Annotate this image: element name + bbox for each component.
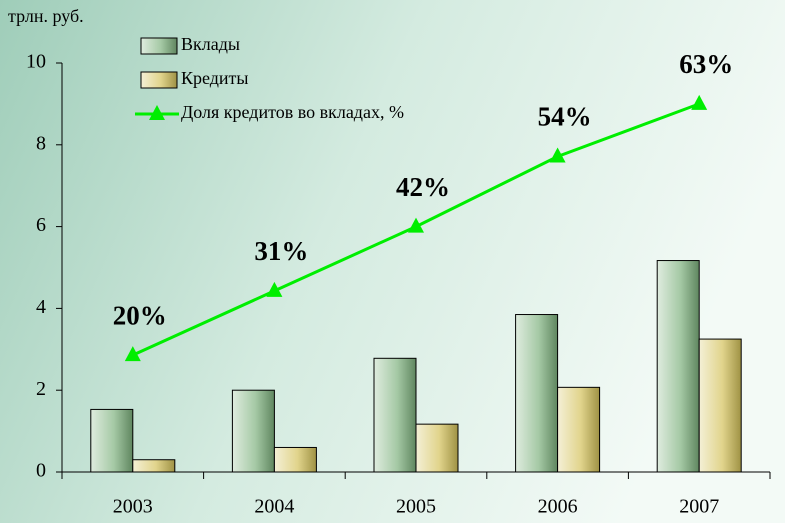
legend-swatch — [140, 37, 178, 55]
y-tick-label: 10 — [26, 51, 46, 73]
bar — [698, 338, 742, 473]
bar — [656, 260, 700, 473]
marker — [124, 346, 141, 362]
y-tick-label: 2 — [36, 378, 46, 400]
legend-label: Вклады — [181, 34, 240, 54]
data-label: 20% — [113, 300, 167, 330]
y-axis-label: трлн. руб. — [8, 6, 84, 26]
legend-label: Доля кредитов во вкладах, % — [181, 102, 404, 122]
marker — [549, 147, 566, 163]
legend-label: Кредиты — [181, 68, 249, 88]
bar — [132, 459, 176, 473]
y-tick-label: 8 — [36, 132, 46, 154]
x-tick-label: 2006 — [538, 496, 578, 518]
bar — [415, 423, 459, 473]
bar — [373, 357, 417, 473]
marker — [408, 217, 424, 233]
bar — [515, 314, 559, 473]
legend-marker — [149, 105, 165, 120]
data-label: 42% — [396, 172, 450, 202]
y-tick-label: 6 — [36, 214, 46, 236]
y-tick-label: 0 — [36, 460, 46, 482]
bar — [231, 389, 275, 473]
x-tick-label: 2003 — [113, 496, 153, 518]
bar — [273, 446, 317, 473]
x-tick-label: 2007 — [679, 496, 719, 518]
data-label: 54% — [538, 102, 592, 132]
bar — [557, 386, 601, 473]
data-label: 31% — [254, 236, 308, 266]
bar — [90, 408, 134, 473]
x-tick-label: 2005 — [396, 496, 436, 518]
marker — [266, 281, 283, 297]
x-tick-label: 2004 — [254, 496, 294, 518]
marker — [691, 94, 708, 110]
legend-swatch — [140, 71, 178, 89]
data-label: 63% — [679, 49, 733, 79]
y-tick-label: 4 — [36, 296, 46, 318]
